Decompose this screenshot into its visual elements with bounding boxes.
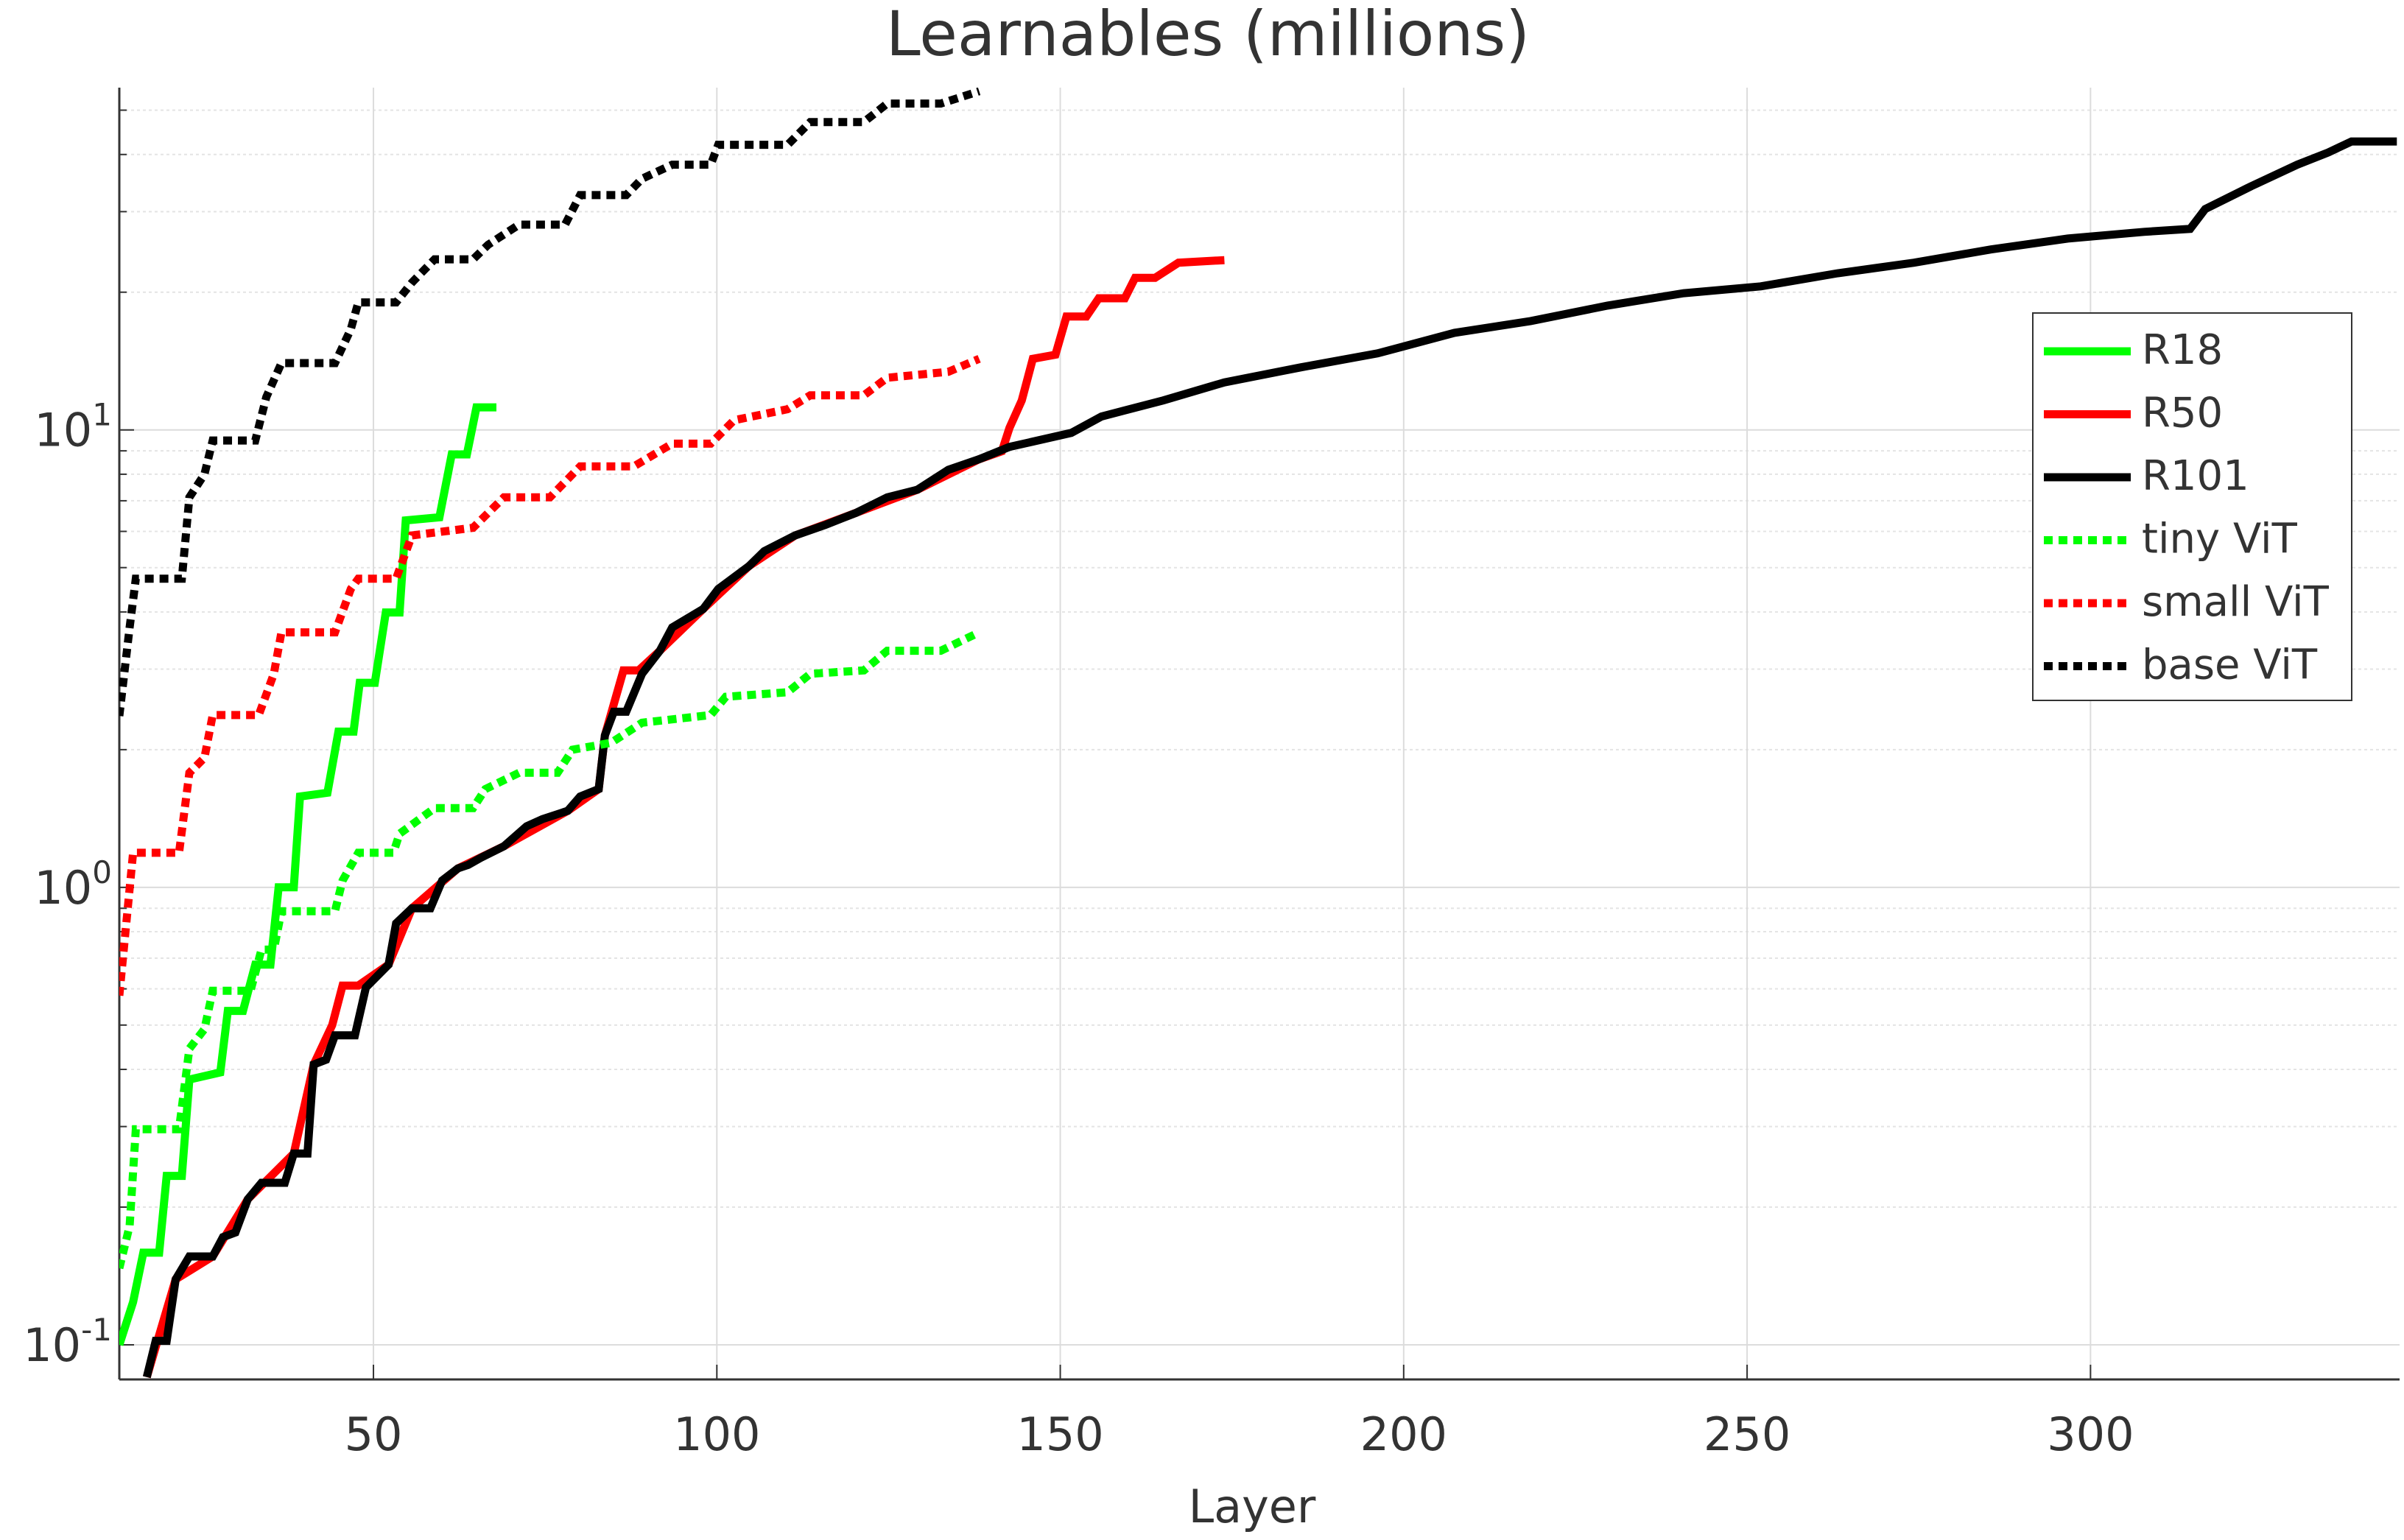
x-tick-label: 150 [1016,1407,1103,1461]
y-tick-base: 10 [23,1318,81,1372]
series-line [143,256,1225,1379]
x-tick-label: 100 [673,1407,760,1461]
legend-label: R18 [2142,326,2223,374]
y-tick-label: 100 [34,854,112,915]
y-tick-base: 10 [34,861,92,915]
x-tick-label: 300 [2047,1407,2134,1461]
x-axis-label: Layer [1189,1480,1316,1533]
y-tick-exponent: 0 [92,854,112,890]
legend-label: R101 [2142,452,2249,500]
y-tick-label: 10-1 [23,1312,112,1372]
series-line [119,403,496,1346]
series-line [119,355,981,996]
x-tick-label: 50 [345,1407,403,1461]
legend-label: R50 [2142,390,2223,437]
chart-title: Learnables (millions) [886,0,1530,70]
series-line [119,88,981,717]
x-tick-label: 200 [1360,1407,1447,1461]
legend-label: base ViT [2142,641,2318,689]
x-tick-label: 250 [1704,1407,1790,1461]
series-line [142,137,2397,1379]
y-tick-exponent: 1 [92,397,112,433]
legend-label: small ViT [2142,578,2330,626]
legend-box [2032,312,2352,701]
legend-label: tiny ViT [2142,516,2298,563]
y-tick-label: 101 [34,397,112,457]
series-line [119,628,981,1270]
y-tick-exponent: -1 [81,1312,112,1348]
y-tick-base: 10 [34,404,92,457]
